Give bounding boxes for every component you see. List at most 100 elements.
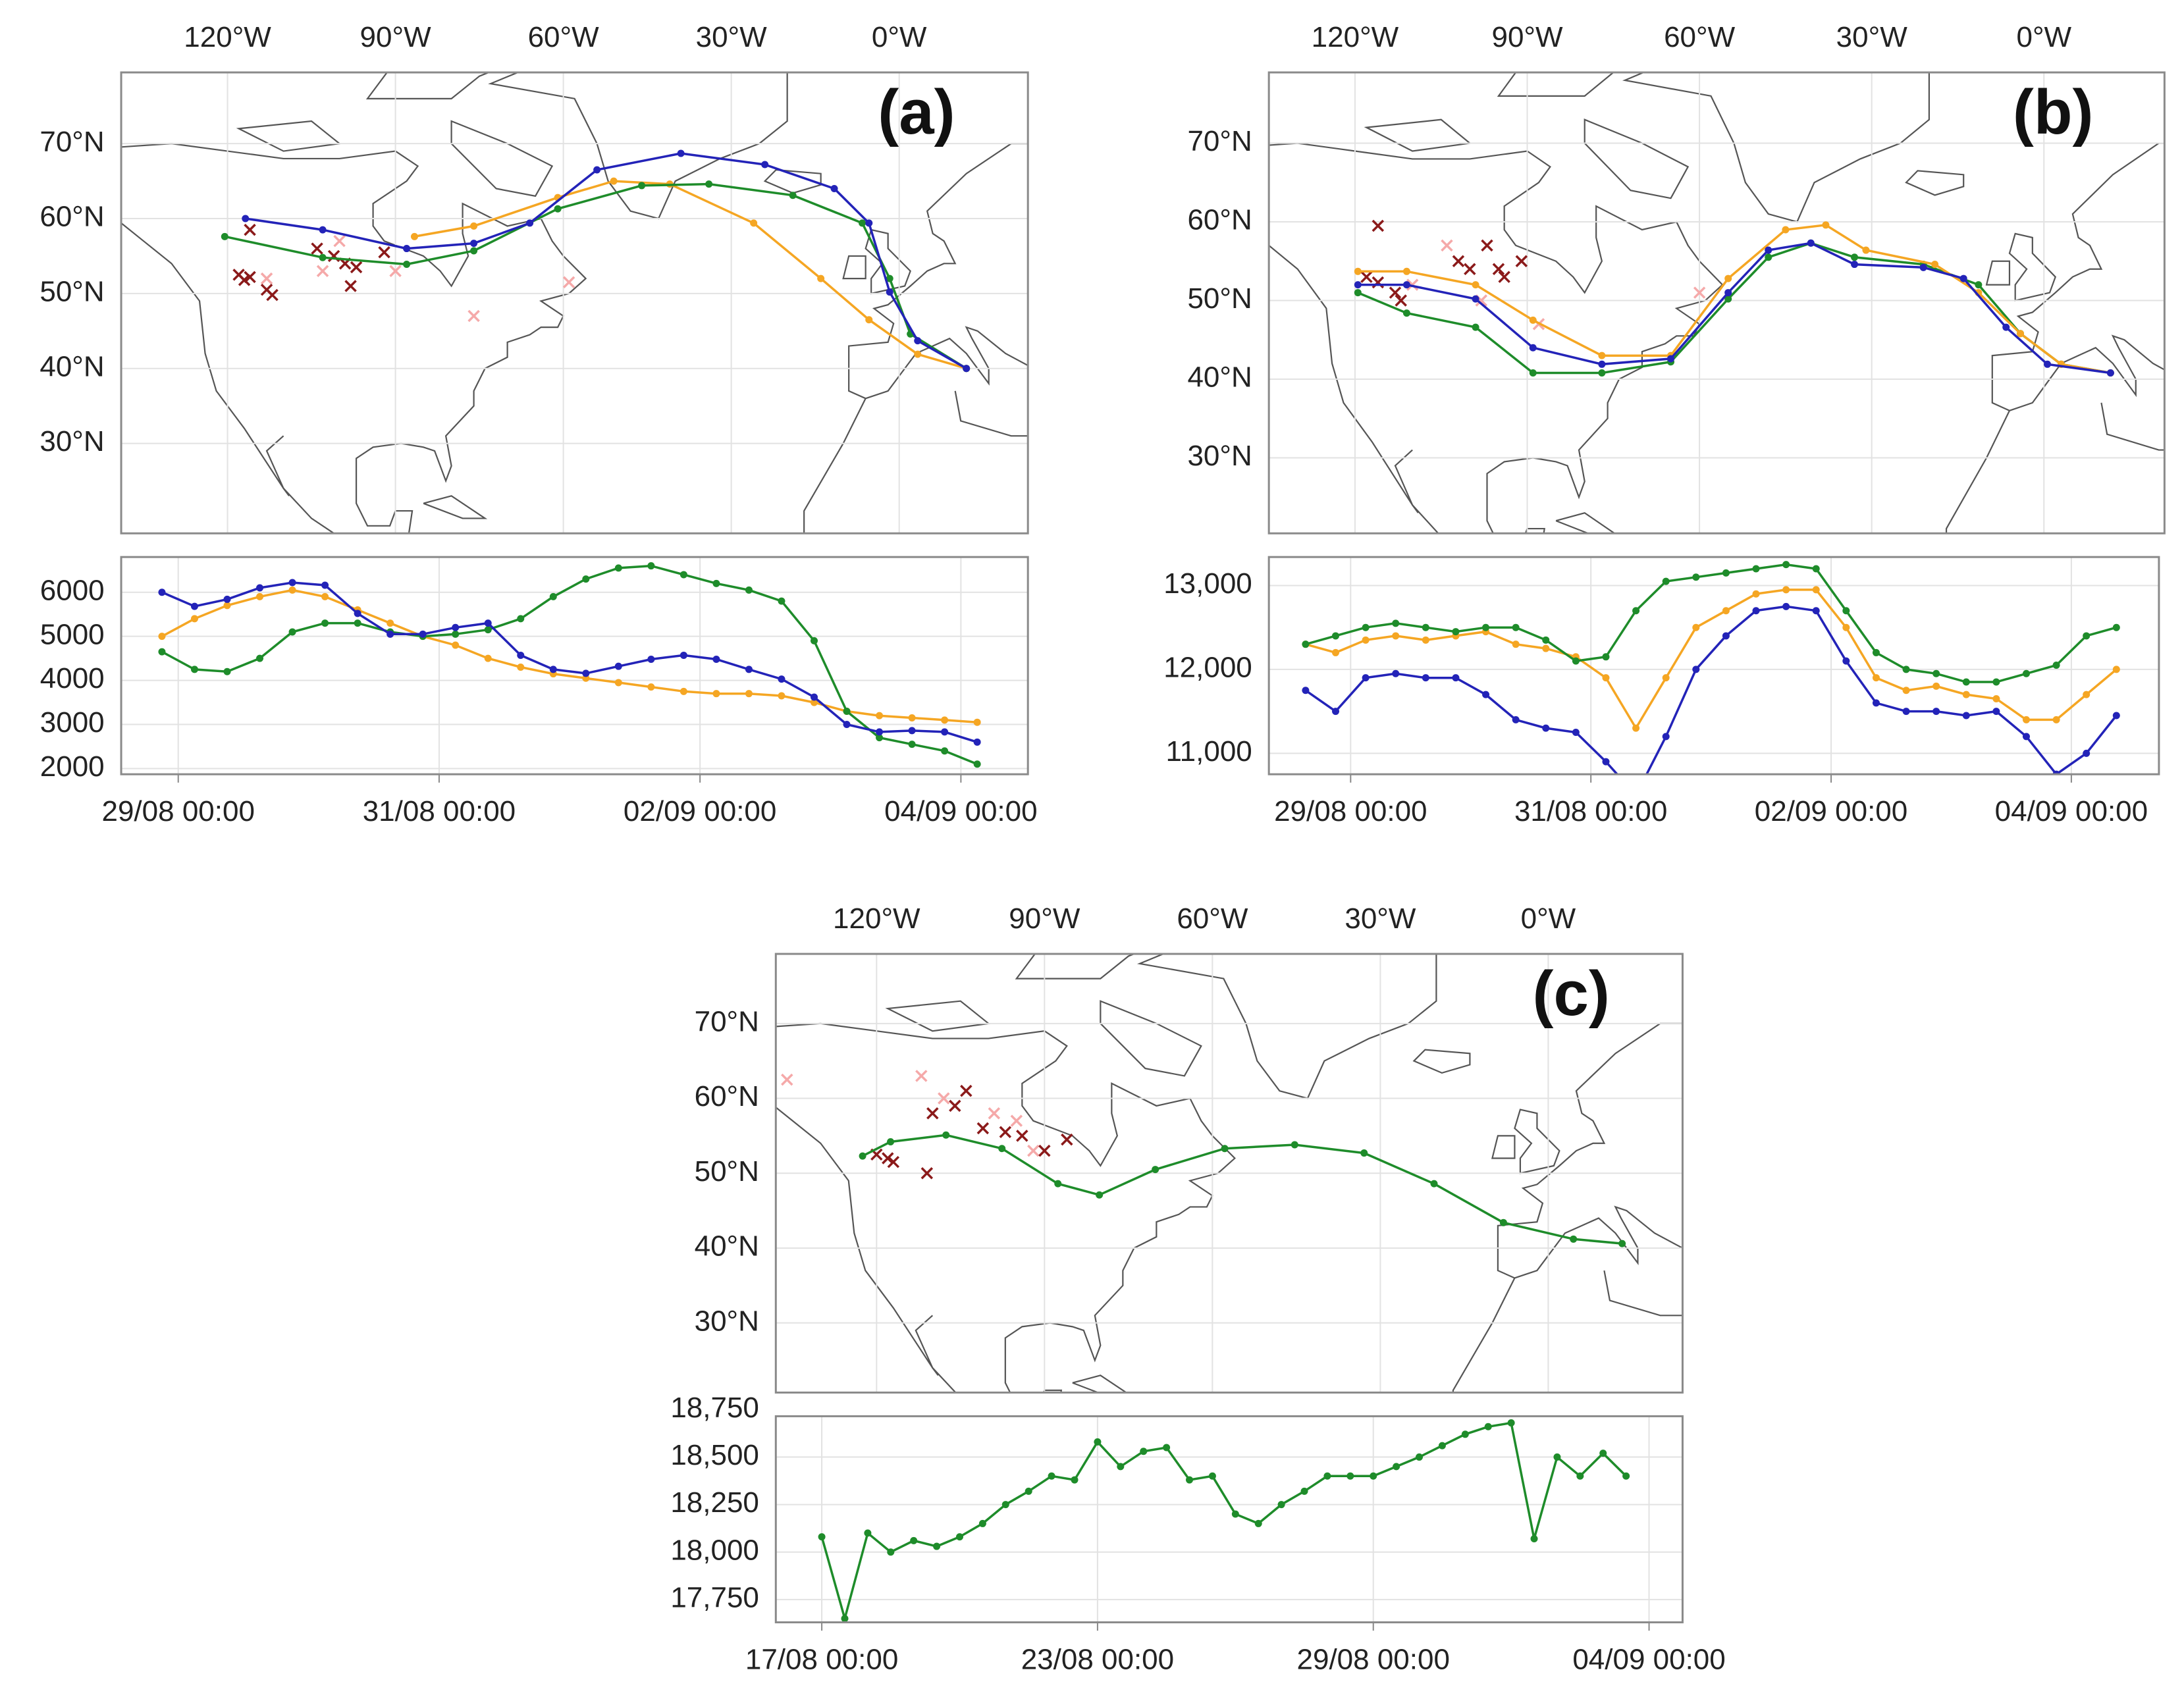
fire-marker [311,242,323,255]
trajectory-point [1959,275,1967,282]
x-tick-label: 120°W [1312,21,1399,53]
trajectory-line [224,182,967,370]
trajectory-point [1975,281,1983,289]
fire-marker [244,271,256,284]
trajectory-point [256,584,264,592]
trajectory-point [1692,573,1700,581]
x-tick-label: 60°W [1177,903,1248,935]
trajectory-point [1332,708,1340,716]
trajectory-point [1422,623,1429,631]
y-tick-label: 70°N [40,126,104,158]
trajectory-point [470,247,478,255]
fire-marker [1389,286,1402,299]
fire-marker [1693,286,1706,299]
trajectory-point [288,579,296,587]
trajectory-point [910,1536,918,1544]
trajectory-point [1962,691,1970,698]
plot-border [1267,556,2160,775]
x-tick-label: 04/09 00:00 [1995,795,2148,827]
trajectory-point [1096,1191,1104,1199]
fire-marker [1515,255,1528,268]
trajectory-point [1332,632,1340,640]
trajectory-point [319,226,327,234]
trajectory-point [1782,226,1790,234]
trajectory-point [1529,369,1537,377]
panel-label: (b) [2013,77,2094,147]
trajectory-point [1512,716,1520,723]
trajectory-point [158,633,166,641]
trajectory-point [778,692,786,700]
trajectory-point [1530,1535,1538,1543]
fire-marker [1464,263,1476,275]
y-tick-label: 18,500 [670,1439,759,1471]
fire-marker [316,265,329,277]
trajectory-point [1724,295,1732,303]
trajectory-point [1354,281,1362,289]
trajectory-point [2017,330,2025,338]
trajectory-point [973,738,981,746]
trajectory-point [221,232,228,240]
trajectory-point [843,707,851,715]
x-tick-label: 04/09 00:00 [1572,1643,1725,1675]
fire-marker [999,1126,1012,1138]
trajectory-point [1752,590,1760,598]
trajectory-point [1001,1501,1009,1509]
fire-marker [988,1107,1001,1120]
trajectory-point [190,602,198,610]
y-tick-label: 2000 [40,750,105,783]
trajectory-point [484,654,492,662]
trajectory-point [778,597,786,605]
fire-marker [389,265,402,277]
trajectory-line [862,1134,1622,1245]
trajectory-point [470,222,478,230]
trajectory-point [712,655,720,663]
trajectory-point [1842,623,1850,631]
fire-marker [949,1099,961,1112]
trajectory-point [1512,623,1520,631]
trajectory-point [1932,669,1940,677]
trajectory-point [288,628,296,636]
panel-label: (c) [1533,958,1610,1029]
fire-marker [960,1084,972,1097]
trajectory-point [1452,674,1460,682]
trajectory-point [811,637,818,644]
panel-label: (a) [878,77,955,147]
y-tick-label: 12,000 [1163,652,1252,684]
map-panel: 120°W 90°W 60°W 30°W 0°W 70°N 60°N 50°N 40°N 30°N… [40,21,1029,535]
trajectory-point [818,1533,826,1541]
trajectory-point [1598,352,1606,359]
trajectory-point [1332,648,1340,656]
trajectory-line [1305,563,2117,683]
trajectory-point [942,1131,950,1139]
trajectory-point [1362,636,1370,644]
trajectory-point [386,630,394,638]
trajectory-point [1931,261,1939,269]
altitude-panel: 29/08 00:00 31/08 00:00 02/09 00:00 04/09 0… [1163,556,2160,827]
trajectory-point [956,1533,964,1541]
trajectory-point [1622,1472,1630,1480]
y-tick-label: 11,000 [1165,735,1252,768]
trajectory-point [1392,632,1400,640]
x-tick-label: 31/08 00:00 [1514,795,1667,827]
fire-marker [333,234,346,248]
trajectory-point [1392,669,1400,677]
trajectory-point [789,192,797,199]
fire-marker [1372,276,1385,289]
trajectory-point [1025,1487,1032,1495]
plot-border [774,953,1684,1394]
trajectory-point [2044,360,2052,368]
trajectory-point [549,592,557,600]
trajectory-point [864,1529,872,1537]
fire-marker [1395,294,1407,307]
trajectory-point [614,564,622,572]
trajectory-point [1992,678,2000,686]
plot-frame [776,1416,1683,1623]
fire-marker [1027,1144,1040,1157]
x-tick-label: 0°W [1521,903,1576,935]
trajectory-point [1277,1501,1285,1509]
trajectory-point [865,219,873,227]
trajectory-point [321,592,329,600]
trajectory-point [1662,674,1670,682]
trajectory-point [1553,1453,1561,1461]
trajectory-point [2083,632,2091,640]
